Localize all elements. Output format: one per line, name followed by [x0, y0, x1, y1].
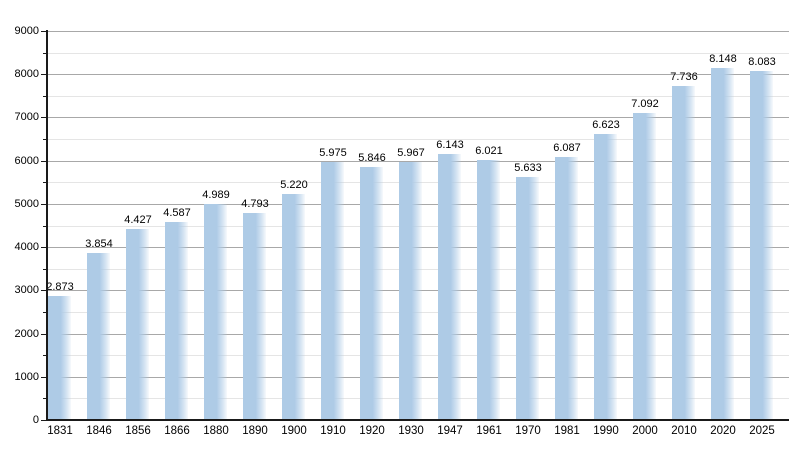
bar-1961	[477, 160, 500, 420]
bar-value-label: 8.083	[748, 56, 776, 68]
bar-value-label: 4.989	[202, 189, 230, 201]
y-tick-label: 1000	[14, 371, 39, 383]
bar-value-label: 6.143	[436, 139, 464, 151]
y-tick-minor	[43, 182, 48, 183]
bar-value-label: 2.873	[46, 281, 74, 293]
gridline-major	[48, 31, 789, 32]
x-tick-label: 1981	[554, 425, 580, 437]
x-tick-label: 1970	[515, 425, 541, 437]
y-tick-label: 5000	[14, 198, 39, 210]
y-tick-minor	[43, 398, 48, 399]
x-tick-label: 2020	[710, 425, 736, 437]
y-tick-label: 2000	[14, 328, 39, 340]
y-tick-minor	[43, 269, 48, 270]
y-tick-minor	[43, 226, 48, 227]
bar-value-label: 6.021	[475, 145, 503, 157]
bar-value-label: 5.967	[397, 147, 425, 159]
y-tick-major	[41, 161, 48, 162]
bar-1890	[243, 213, 266, 420]
x-tick-label: 1856	[125, 425, 151, 437]
x-tick-label: 1947	[437, 425, 463, 437]
bar-value-label: 7.736	[670, 71, 698, 83]
y-tick-major	[41, 290, 48, 291]
bar-value-label: 4.427	[124, 214, 152, 226]
bar-value-label: 6.623	[592, 119, 620, 131]
bar-value-label: 3.854	[85, 238, 113, 250]
bar-value-label: 4.587	[163, 207, 191, 219]
y-tick-major	[41, 334, 48, 335]
y-tick-major	[41, 420, 48, 421]
x-tick-label: 1890	[242, 425, 268, 437]
bar-1920	[360, 167, 383, 420]
x-tick-label: 1880	[203, 425, 229, 437]
y-tick-major	[41, 377, 48, 378]
x-tick-label: 1920	[359, 425, 385, 437]
bar-1970	[516, 177, 539, 420]
y-tick-label: 3000	[14, 284, 39, 296]
y-tick-major	[41, 117, 48, 118]
bar-value-label: 5.975	[319, 147, 347, 159]
y-tick-label: 7000	[14, 111, 39, 123]
x-tick-label: 1846	[86, 425, 112, 437]
y-tick-minor	[43, 53, 48, 54]
x-tick-label: 1961	[476, 425, 502, 437]
bar-1831	[48, 296, 71, 420]
y-tick-major	[41, 247, 48, 248]
bar-value-label: 5.220	[280, 179, 308, 191]
gridline-minor	[48, 96, 789, 97]
bar-2000	[633, 113, 656, 420]
x-tick-label: 2025	[749, 425, 775, 437]
bar-1866	[165, 222, 188, 420]
y-tick-major	[41, 74, 48, 75]
y-tick-minor	[43, 355, 48, 356]
y-tick-label: 6000	[14, 155, 39, 167]
bar-1900	[282, 194, 305, 420]
y-tick-label: 8000	[14, 68, 39, 80]
x-tick-label: 1831	[47, 425, 73, 437]
y-tick-minor	[43, 312, 48, 313]
gridline-major	[48, 74, 789, 75]
x-tick-label: 1900	[281, 425, 307, 437]
x-tick-label: 1866	[164, 425, 190, 437]
bar-1947	[438, 154, 461, 420]
bar-2010	[672, 86, 695, 420]
bar-value-label: 4.793	[241, 198, 269, 210]
y-tick-minor	[43, 139, 48, 140]
bar-2020	[711, 68, 734, 420]
x-tick-label: 1930	[398, 425, 424, 437]
x-tick-label: 1990	[593, 425, 619, 437]
gridline-minor	[48, 139, 789, 140]
bar-value-label: 8.148	[709, 53, 737, 65]
bar-1880	[204, 204, 227, 420]
x-tick-label: 2010	[671, 425, 697, 437]
y-tick-major	[41, 204, 48, 205]
y-tick-label: 0	[32, 414, 39, 426]
y-axis-line	[46, 30, 48, 421]
gridline-minor	[48, 53, 789, 54]
gridline-major	[48, 117, 789, 118]
x-axis-line	[46, 419, 789, 421]
gridline-major	[48, 161, 789, 162]
bar-value-label: 5.846	[358, 152, 386, 164]
plot-area	[48, 31, 789, 420]
bar-1856	[126, 229, 149, 420]
bar-1981	[555, 157, 578, 420]
y-tick-label: 9000	[14, 25, 39, 37]
y-tick-minor	[43, 96, 48, 97]
bar-2025	[750, 71, 773, 420]
y-tick-label: 4000	[14, 241, 39, 253]
y-tick-major	[41, 31, 48, 32]
bar-value-label: 5.633	[514, 162, 542, 174]
bar-1930	[399, 162, 422, 420]
x-tick-label: 1910	[320, 425, 346, 437]
x-tick-label: 2000	[632, 425, 658, 437]
bar-value-label: 7.092	[631, 98, 659, 110]
bar-1846	[87, 253, 110, 420]
bar-value-label: 6.087	[553, 142, 581, 154]
bar-1910	[321, 162, 344, 420]
bar-1990	[594, 134, 617, 420]
